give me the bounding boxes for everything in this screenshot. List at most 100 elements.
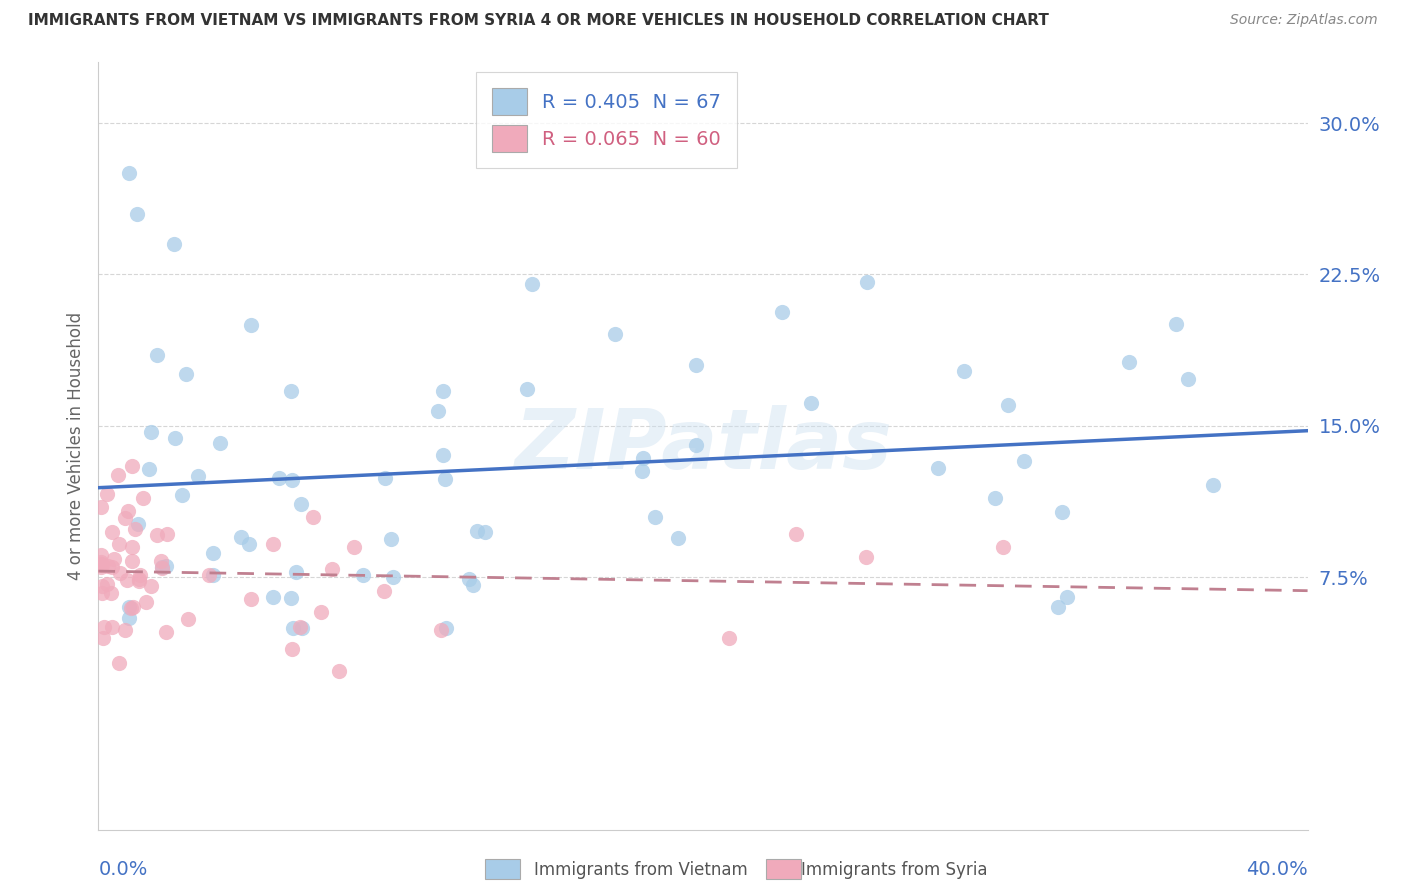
- Point: [280, 384, 302, 399]
- Point: [800, 396, 823, 410]
- Point: [603, 326, 626, 341]
- Point: [91, 585, 114, 599]
- Point: [770, 305, 793, 319]
- Text: Immigrants from Vietnam: Immigrants from Vietnam: [534, 861, 748, 879]
- Point: [100, 525, 122, 540]
- Legend: R = 0.405  N = 67, R = 0.065  N = 60: R = 0.405 N = 67, R = 0.065 N = 60: [477, 72, 737, 168]
- Point: [197, 567, 219, 582]
- Point: [115, 573, 138, 587]
- Point: [186, 469, 208, 483]
- Point: [430, 624, 453, 638]
- Point: [101, 620, 124, 634]
- Point: [107, 656, 129, 670]
- Point: [432, 448, 454, 462]
- Point: [631, 464, 654, 478]
- Point: [127, 207, 149, 221]
- Point: [150, 560, 173, 574]
- Point: [90, 555, 112, 569]
- Point: [139, 425, 162, 440]
- Point: [239, 318, 262, 332]
- Point: [343, 540, 366, 554]
- Point: [90, 548, 112, 562]
- Point: [155, 558, 177, 573]
- Point: [380, 533, 402, 547]
- Point: [983, 491, 1005, 505]
- Point: [96, 487, 118, 501]
- Text: 40.0%: 40.0%: [1246, 860, 1308, 879]
- Point: [155, 625, 177, 640]
- Point: [146, 348, 169, 362]
- Point: [239, 592, 262, 607]
- Point: [522, 277, 544, 291]
- Point: [90, 560, 112, 574]
- Point: [426, 403, 449, 417]
- Point: [952, 363, 974, 377]
- Point: [202, 567, 225, 582]
- Point: [101, 560, 124, 574]
- Point: [93, 620, 115, 634]
- Point: [90, 579, 112, 593]
- Point: [1177, 372, 1199, 386]
- Point: [373, 584, 395, 599]
- Point: [165, 431, 187, 445]
- Point: [717, 631, 740, 645]
- Point: [118, 611, 141, 625]
- Point: [465, 524, 488, 538]
- Point: [463, 578, 485, 592]
- Point: [309, 605, 332, 619]
- Point: [114, 511, 136, 525]
- Point: [118, 166, 141, 180]
- Point: [120, 601, 142, 615]
- Point: [117, 504, 139, 518]
- Point: [145, 528, 167, 542]
- Point: [96, 577, 118, 591]
- Text: ZIPatlas: ZIPatlas: [515, 406, 891, 486]
- Point: [321, 562, 343, 576]
- Point: [685, 438, 707, 452]
- Point: [170, 487, 193, 501]
- Point: [631, 451, 654, 466]
- Point: [107, 468, 129, 483]
- Point: [91, 631, 114, 645]
- Point: [856, 276, 879, 290]
- Point: [785, 527, 807, 541]
- Point: [90, 558, 112, 573]
- Text: Source: ZipAtlas.com: Source: ZipAtlas.com: [1230, 13, 1378, 28]
- Point: [202, 546, 225, 560]
- Point: [433, 472, 456, 486]
- Point: [90, 557, 112, 571]
- Point: [118, 600, 141, 615]
- Point: [281, 473, 304, 487]
- Point: [156, 527, 179, 541]
- Point: [434, 621, 457, 635]
- Point: [177, 612, 200, 626]
- Point: [290, 497, 312, 511]
- Point: [288, 620, 311, 634]
- Point: [174, 367, 197, 381]
- Point: [927, 461, 949, 475]
- Point: [121, 554, 143, 568]
- Point: [103, 551, 125, 566]
- Point: [163, 237, 186, 252]
- Point: [1166, 318, 1188, 332]
- Text: Immigrants from Syria: Immigrants from Syria: [801, 861, 988, 879]
- Point: [128, 572, 150, 586]
- Point: [150, 561, 173, 575]
- Point: [121, 541, 143, 555]
- Point: [1118, 355, 1140, 369]
- Point: [352, 568, 374, 582]
- Point: [374, 470, 396, 484]
- Point: [516, 382, 538, 396]
- Point: [138, 462, 160, 476]
- Point: [262, 537, 284, 551]
- Point: [1050, 505, 1073, 519]
- Point: [267, 471, 290, 485]
- Point: [238, 537, 260, 551]
- Point: [128, 574, 150, 589]
- Point: [114, 624, 136, 638]
- Point: [131, 491, 153, 506]
- Point: [991, 540, 1014, 554]
- Point: [100, 586, 122, 600]
- Point: [301, 510, 323, 524]
- Point: [855, 549, 877, 564]
